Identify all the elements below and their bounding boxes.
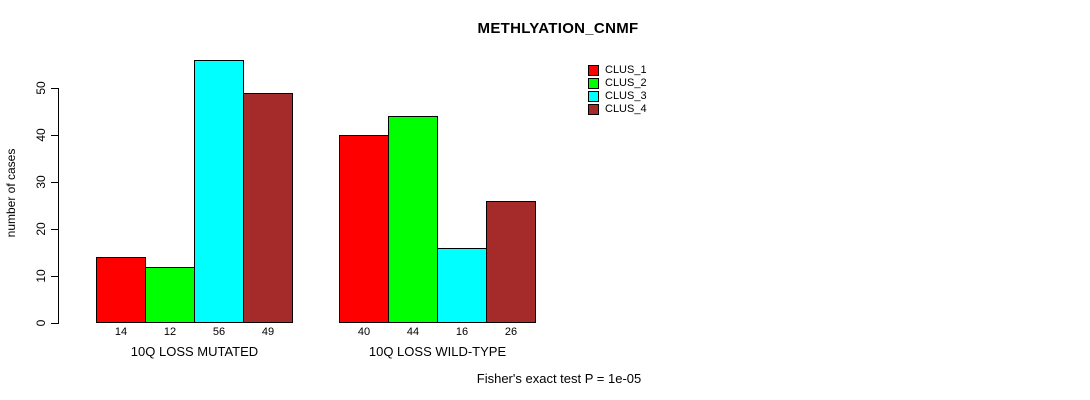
legend-swatch-clus_2 (588, 78, 599, 89)
y-tick-label: 0 (34, 319, 48, 327)
stat-annotation: Fisher's exact test P = 1e-05 (476, 371, 642, 386)
y-tick-label: 40 (34, 128, 48, 142)
legend-label: CLUS_4 (605, 103, 647, 115)
y-tick-label: 50 (34, 81, 48, 95)
y-axis-title: number of cases (4, 148, 18, 238)
bar-value-label: 56 (212, 326, 226, 338)
legend-label: CLUS_1 (605, 64, 647, 76)
y-axis-line (58, 88, 59, 324)
legend-swatch-clus_3 (588, 91, 599, 102)
bar-value-label: 12 (163, 326, 177, 338)
bar-clus_2-2 (388, 116, 438, 323)
y-axis-tick (51, 88, 58, 89)
chart-title: METHLYATION_CNMF (477, 20, 639, 37)
y-axis-tick (51, 135, 58, 136)
y-tick-label: 30 (34, 175, 48, 189)
bar-value-label: 44 (406, 326, 420, 338)
y-tick-label: 20 (34, 222, 48, 236)
bar-clus_4-2 (486, 201, 536, 323)
bar-value-label: 26 (504, 326, 518, 338)
bar-clus_4-1 (243, 93, 293, 323)
bar-clus_1-2 (339, 135, 389, 323)
bar-value-label: 49 (261, 326, 275, 338)
bar-value-label: 14 (114, 326, 128, 338)
x-category-label: 10Q LOSS MUTATED (130, 344, 259, 359)
bar-value-label: 16 (455, 326, 469, 338)
y-axis-tick (51, 323, 58, 324)
y-axis-tick (51, 229, 58, 230)
legend-swatch-clus_4 (588, 104, 599, 115)
bar-clus_2-1 (145, 267, 195, 323)
legend-swatch-clus_1 (588, 65, 599, 76)
legend-label: CLUS_3 (605, 90, 647, 102)
bar-clus_3-2 (437, 248, 487, 323)
bar-clus_1-1 (96, 257, 146, 323)
bar-clus_3-1 (194, 60, 244, 323)
y-axis-tick (51, 276, 58, 277)
bar-value-label: 40 (357, 326, 371, 338)
x-category-label: 10Q LOSS WILD-TYPE (368, 344, 507, 359)
y-tick-label: 10 (34, 269, 48, 283)
y-axis-tick (51, 182, 58, 183)
legend-label: CLUS_2 (605, 77, 647, 89)
